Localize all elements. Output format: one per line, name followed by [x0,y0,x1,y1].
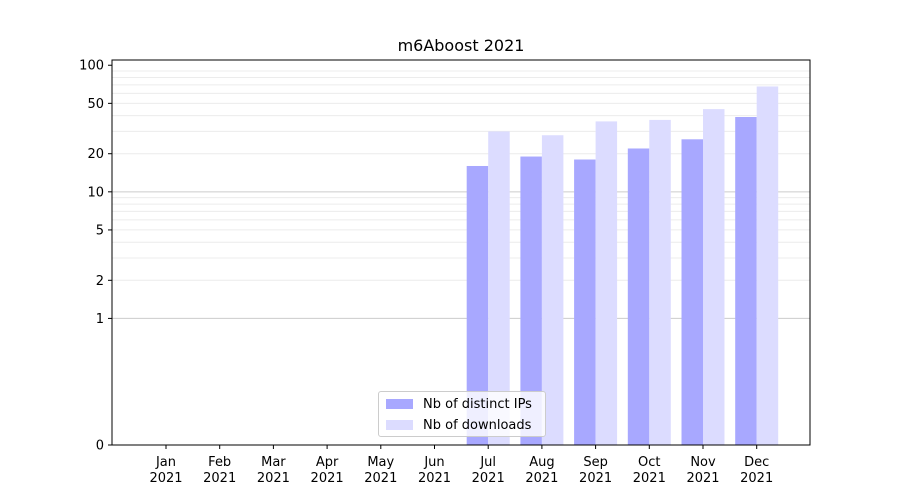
bar-distinct-ips-nov [681,139,703,445]
legend-item-downloads: Nb of downloads [386,417,531,433]
x-tick-label-month: Feb [208,455,231,470]
x-tick-label-year: 2021 [579,471,612,486]
bar-downloads-aug [541,135,564,445]
bar-downloads-jul [488,131,510,445]
x-tick-label-year: 2021 [633,471,666,486]
x-tick-label-month: Apr [316,455,339,470]
x-tick-label-month: Oct [638,455,660,470]
x-tick-label-month: Jan [155,455,176,470]
bar-distinct-ips-aug [520,156,542,446]
bar-downloads-sep [595,121,618,445]
bar-distinct-ips-sep [574,159,596,445]
bar-downloads-nov [703,109,725,446]
x-tick-label-year: 2021 [149,471,182,486]
x-tick-label-year: 2021 [311,471,344,486]
x-tick-label-month: Nov [690,455,716,470]
y-tick-label: 10 [87,185,104,200]
x-tick-label-year: 2021 [418,471,451,486]
y-tick-label: 5 [96,223,104,238]
bar-distinct-ips-jul [466,165,489,446]
bar-downloads-oct [649,119,671,445]
bar-layer [466,86,779,446]
x-tick-label-month: Jul [479,455,496,470]
plot-frame [111,59,811,446]
x-tick-label-month: Dec [744,455,769,470]
x-tick-label-month: Aug [529,455,554,470]
bar-distinct-ips-dec [735,117,757,446]
y-tick-label: 20 [87,147,104,162]
bar-downloads-dec [756,86,779,445]
x-tick-label-year: 2021 [472,471,505,486]
y-tick-label: 1 [96,312,104,327]
y-tick-label: 2 [96,274,104,289]
axis-layer: 0125102050100Jan2021Feb2021Mar2021Apr202… [79,59,773,486]
y-tick-label: 100 [79,59,104,74]
x-tick-label-year: 2021 [203,471,236,486]
x-tick-label-year: 2021 [686,471,719,486]
x-tick-label-month: Mar [261,455,286,470]
chart-title: m6Aboost 2021 [398,36,525,55]
legend: Nb of distinct IPs Nb of downloads [378,391,546,437]
legend-label-downloads: Nb of downloads [423,417,532,433]
legend-swatch-distinct-ips [386,399,413,409]
bar-distinct-ips-oct [627,148,650,445]
x-tick-label-year: 2021 [364,471,397,486]
x-tick-label-month: Jun [423,455,444,470]
y-tick-label: 50 [87,97,104,112]
y-tick-label: 0 [96,439,104,454]
x-tick-label-month: Sep [583,455,608,470]
legend-label-distinct-ips: Nb of distinct IPs [423,396,532,412]
x-tick-label-year: 2021 [740,471,773,486]
x-tick-label-month: May [367,455,394,470]
x-tick-label-year: 2021 [257,471,290,486]
legend-item-distinct-ips: Nb of distinct IPs [386,396,532,412]
x-tick-label-year: 2021 [525,471,558,486]
legend-swatch-downloads [386,420,413,430]
